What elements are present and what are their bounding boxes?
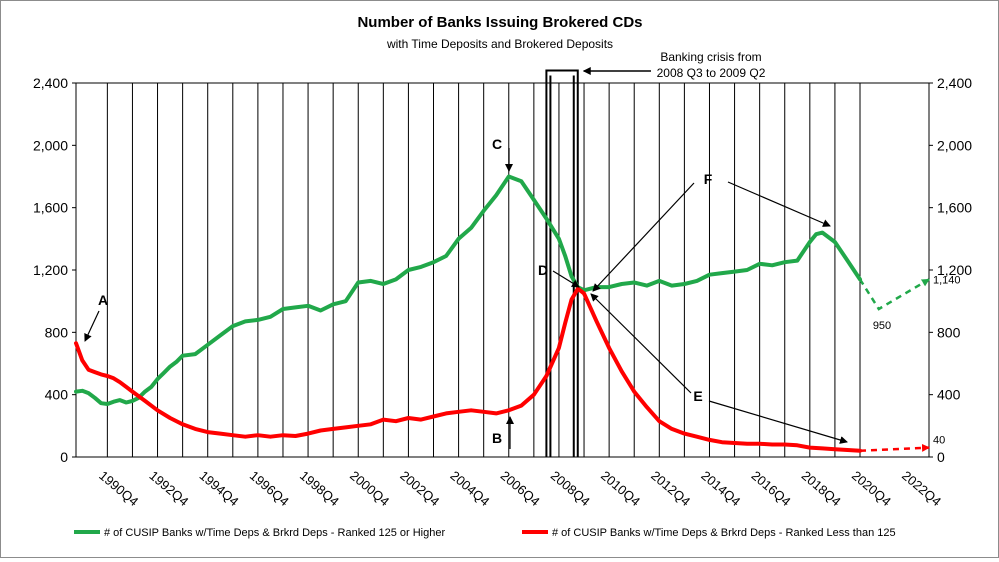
x-tick-label: 2018Q4 [799, 468, 844, 509]
x-tick-label: 1990Q4 [96, 468, 141, 509]
y-tick-label-left: 0 [60, 449, 68, 465]
chart-subtitle: with Time Deposits and Brokered Deposits [386, 37, 613, 51]
y-tick-label-left: 800 [45, 324, 69, 340]
x-tick-label: 2008Q4 [548, 468, 593, 509]
y-tick-label-right: 1,600 [937, 200, 972, 216]
annotation-d-arrow [552, 270, 580, 288]
x-tick-label: 2016Q4 [749, 468, 794, 509]
y-tick-label-right: 800 [937, 324, 961, 340]
projection-label-40: 40 [933, 435, 945, 447]
legend-label-green: # of CUSIP Banks w/Time Deps & Brkrd Dep… [104, 527, 445, 539]
y-tick-label-left: 2,400 [33, 75, 68, 91]
crisis-label-line1: Banking crisis from [660, 50, 761, 64]
series-lines [74, 174, 930, 453]
annotation-c: C [492, 136, 502, 152]
plot-area-border [75, 82, 930, 458]
y-tick-label-left: 1,600 [33, 200, 68, 216]
annotation-a-arrow [84, 310, 100, 342]
x-tick-label: 2004Q4 [447, 468, 492, 509]
annotation-f-arrow-2 [727, 181, 831, 227]
x-tick-label: 2006Q4 [498, 468, 543, 509]
annotation-f-arrow-1 [592, 182, 695, 292]
crisis-label-line2: 2008 Q3 to 2009 Q2 [657, 66, 766, 80]
annotation-a: A [98, 292, 108, 308]
annotations: 950 1,140 40 A B C D E F [84, 136, 961, 449]
x-tick-label: 2002Q4 [397, 468, 442, 509]
y-tick-label-right: 2,000 [937, 137, 972, 153]
x-tick-label: 2010Q4 [598, 468, 643, 509]
projection-label-950: 950 [873, 320, 891, 332]
legend-label-red: # of CUSIP Banks w/Time Deps & Brkrd Dep… [552, 527, 896, 539]
x-tick-label: 1998Q4 [297, 468, 342, 509]
annotation-e-arrow-2 [708, 400, 848, 444]
annotation-f: F [704, 171, 713, 187]
y-tick-label-left: 2,000 [33, 137, 68, 153]
y-tick-label-right: 0 [937, 449, 945, 465]
crisis-bracket [545, 67, 651, 457]
axes: 0 0 400 400 800 800 1,200 1,200 1,600 1,600 2,000 2… [33, 75, 972, 509]
y-tick-label-right: 2,400 [937, 75, 972, 91]
projection-line-0 [858, 278, 930, 311]
x-tick-label: 2012Q4 [648, 468, 693, 509]
series-line-1 [74, 286, 862, 453]
y-tick-label-right: 400 [937, 387, 961, 403]
crisis-bracket-outline [545, 69, 579, 457]
y-tick-label-left: 400 [45, 387, 69, 403]
projection-label-1140: 1,140 [933, 274, 961, 286]
x-tick-label: 2014Q4 [698, 468, 743, 509]
projection-line-1 [859, 443, 930, 453]
y-tick-label-left: 1,200 [33, 262, 68, 278]
annotation-d: D [538, 262, 548, 278]
annotation-e-arrow-1 [590, 293, 692, 394]
x-tick-label: 2020Q4 [849, 468, 894, 509]
series-line-0 [74, 174, 862, 406]
x-tick-label: 1996Q4 [247, 468, 292, 509]
x-tick-label: 1994Q4 [197, 468, 242, 509]
x-tick-label: 1992Q4 [146, 468, 191, 509]
y-tick-label-right: 1,200 [937, 262, 972, 278]
annotation-e: E [693, 388, 702, 404]
x-tick-label: 2022Q4 [899, 468, 944, 509]
annotation-b: B [492, 430, 502, 446]
x-tick-label: 2000Q4 [347, 468, 392, 509]
chart-title: Number of Banks Issuing Brokered CDs [357, 14, 642, 31]
